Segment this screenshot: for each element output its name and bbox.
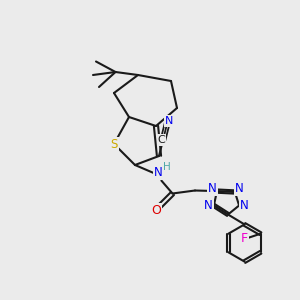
Text: N: N — [204, 199, 213, 212]
Text: F: F — [241, 232, 248, 245]
Text: N: N — [165, 116, 173, 126]
Text: N: N — [235, 182, 244, 196]
Text: N: N — [208, 182, 217, 195]
Text: H: H — [163, 161, 170, 172]
Text: O: O — [151, 203, 161, 217]
Text: N: N — [154, 166, 163, 179]
Text: N: N — [240, 199, 249, 212]
Text: C: C — [158, 135, 165, 145]
Text: S: S — [110, 137, 118, 151]
